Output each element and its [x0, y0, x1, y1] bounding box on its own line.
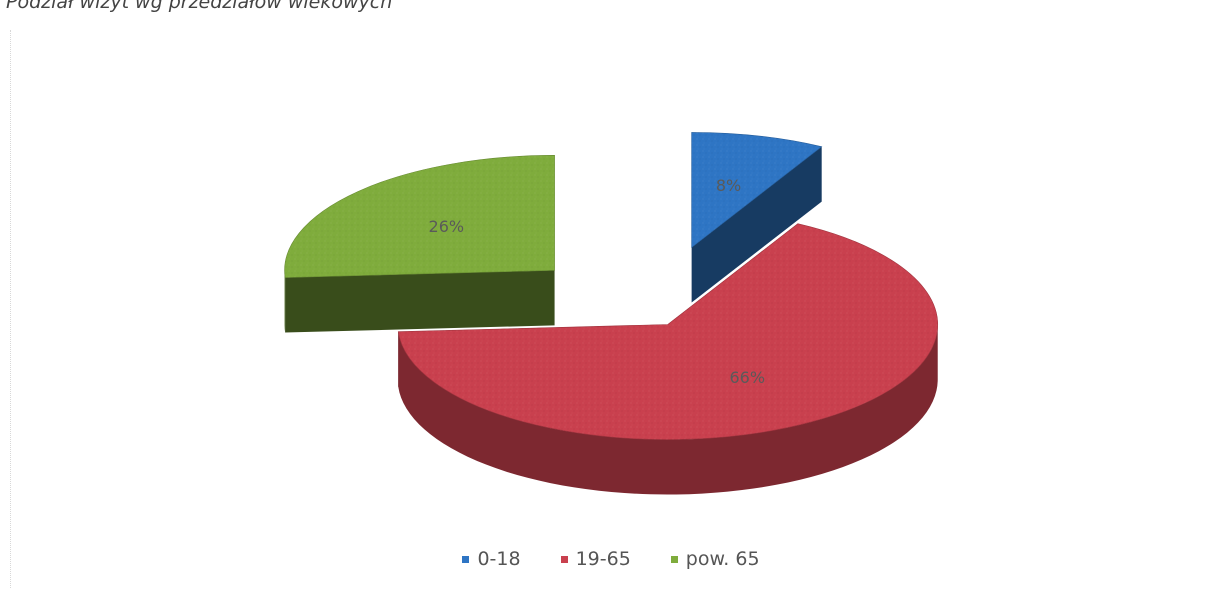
legend-item-pow-65: pow. 65 — [670, 548, 760, 570]
slice-label-pow-65: 26% — [429, 217, 465, 236]
slice-texture-pow-65 — [284, 155, 555, 278]
legend-item-0-18: 0-18 — [462, 548, 521, 570]
chart-title: Podział wizyt wg przedziałów wiekowych — [6, 0, 393, 13]
legend-swatch-0-18 — [462, 555, 470, 563]
legend-swatch-19-65 — [560, 555, 568, 563]
chart-legend: 0-18 19-65 pow. 65 — [0, 548, 1222, 570]
slice-side-pow-65 — [284, 270, 555, 333]
legend-label-0-18: 0-18 — [477, 548, 521, 570]
slice-side-0-18 — [691, 146, 822, 303]
slice-label-0-18: 8% — [716, 176, 741, 195]
slice-label-19-65: 66% — [730, 368, 766, 387]
legend-label-19-65: 19-65 — [575, 548, 631, 570]
slice-texture-0-18 — [691, 132, 822, 248]
legend-swatch-pow-65 — [670, 555, 678, 563]
slice-texture-19-65 — [398, 223, 938, 440]
legend-item-19-65: 19-65 — [560, 548, 631, 570]
chart-frame — [10, 30, 1216, 588]
legend-label-pow-65: pow. 65 — [685, 548, 760, 570]
